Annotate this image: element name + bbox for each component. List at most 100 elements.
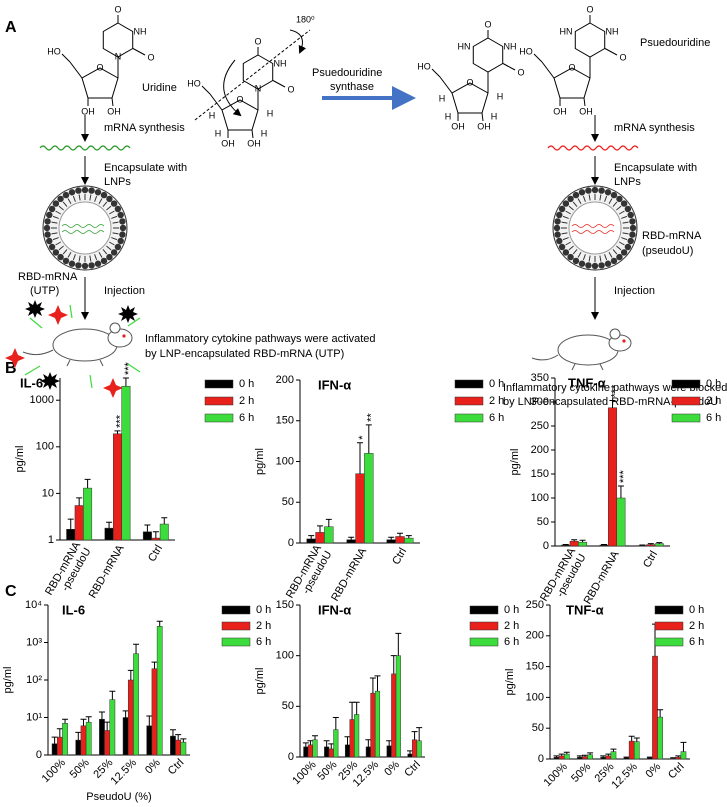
lipid — [578, 189, 586, 196]
atom-label: NH — [134, 26, 147, 36]
lipid — [627, 211, 634, 219]
error-bar — [180, 738, 187, 743]
bar — [587, 754, 593, 760]
lipid — [100, 257, 108, 265]
legend-swatch — [454, 379, 484, 389]
legend-label: 0 h — [489, 378, 504, 390]
lipid-tail — [565, 210, 572, 215]
lipid-tail — [608, 198, 613, 205]
lnp-core — [58, 201, 112, 255]
error-bar — [169, 729, 176, 737]
bond — [439, 76, 453, 94]
lipid-tail — [55, 241, 62, 246]
panel-label: C — [5, 583, 17, 600]
atom-label: NH — [606, 26, 619, 36]
bar — [633, 741, 640, 760]
bar — [647, 757, 653, 760]
atom-label: O — [147, 52, 154, 62]
atom-label: OH — [579, 106, 593, 116]
atom-label: N — [255, 83, 262, 93]
error-bar — [397, 532, 403, 537]
lipid — [567, 195, 574, 203]
step-label: mRNA synthesis — [614, 122, 695, 134]
atom-label: OH — [477, 121, 491, 131]
step-label: Injection — [614, 285, 655, 297]
error-bar — [144, 524, 151, 532]
bar — [569, 540, 579, 547]
legend-swatch — [469, 605, 499, 615]
bar — [159, 523, 169, 541]
error-bar — [152, 531, 159, 539]
error-bar — [357, 442, 363, 474]
bar — [109, 699, 116, 756]
step-label: LNPs — [614, 176, 641, 188]
x-tick-label: RBD-mRNA — [87, 542, 127, 600]
lipid — [75, 187, 82, 194]
lipid — [585, 262, 592, 269]
atom-label: OH — [221, 138, 235, 148]
bond — [481, 112, 484, 122]
atom-label: O — [114, 4, 121, 14]
error-bar — [395, 632, 402, 656]
lipid — [624, 205, 632, 213]
bar — [62, 723, 68, 756]
bar — [175, 739, 182, 756]
lipid — [553, 224, 561, 232]
y-tick-label: 100 — [526, 691, 544, 703]
bar — [122, 717, 129, 756]
bond — [541, 61, 555, 79]
significance: * — [357, 435, 369, 440]
lipid — [620, 200, 628, 207]
error-bar — [307, 740, 314, 745]
lipid-tail — [577, 198, 582, 205]
bar — [407, 753, 413, 758]
x-tick-label: 100% — [541, 761, 570, 790]
lipid — [68, 260, 76, 267]
y-tick-label: 350 — [531, 372, 549, 384]
lipid-tail — [52, 237, 59, 241]
bar — [365, 746, 371, 758]
lipid — [578, 260, 586, 267]
molecule-name: Psuedouridine — [640, 37, 710, 49]
error-bar — [85, 716, 92, 723]
bar — [558, 755, 565, 760]
error-bar — [610, 748, 617, 752]
lipid-tail — [55, 210, 62, 215]
significance: *** — [618, 469, 630, 483]
y-tick-label: 0 — [36, 749, 42, 761]
atom-label: H — [439, 93, 446, 103]
y-tick-label: 0 — [543, 540, 549, 552]
x-tick-label: Ctrl — [146, 543, 165, 564]
error-bar — [647, 543, 654, 545]
lipid-tail — [582, 195, 586, 202]
x-tick-label: 50% — [569, 761, 593, 785]
error-bar — [374, 675, 381, 692]
bar — [600, 756, 607, 760]
lipid-tail — [588, 194, 591, 201]
atom-label: H — [445, 111, 452, 121]
legend-label: 2 h — [489, 395, 504, 407]
lipid-tail — [618, 241, 625, 246]
y-tick-label: 150 — [276, 415, 294, 427]
y-tick-label: 50 — [537, 516, 549, 528]
y-axis-label: pg/ml — [254, 668, 266, 695]
error-bar — [308, 535, 315, 539]
error-bar — [175, 734, 182, 741]
legend-swatch — [671, 396, 701, 406]
lipid-tail — [67, 251, 72, 258]
atom-label: H — [267, 108, 274, 118]
lipid — [114, 205, 122, 213]
lipid — [572, 257, 580, 265]
error-bar — [323, 740, 330, 747]
lipid-tail — [604, 254, 608, 261]
bond — [431, 68, 441, 78]
y-tick-label: 50 — [532, 722, 544, 734]
y-tick-label: 100 — [36, 441, 54, 453]
bar — [56, 736, 63, 756]
step-label: Injection — [104, 285, 145, 297]
error-bar — [576, 755, 583, 758]
outcome-text: Inflammatory cytokine pathways were acti… — [145, 333, 376, 345]
legend-swatch — [469, 621, 499, 631]
legend-label: 2 h — [504, 620, 519, 632]
mouse — [22, 322, 133, 367]
